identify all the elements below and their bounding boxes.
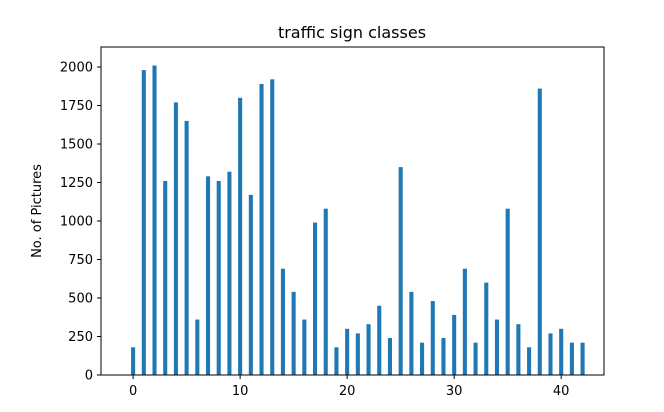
bar-class-23 bbox=[377, 305, 382, 375]
bar-class-18 bbox=[323, 208, 328, 375]
bar-class-38 bbox=[537, 88, 542, 375]
bar-class-1 bbox=[141, 70, 146, 375]
bar-class-2 bbox=[152, 65, 157, 375]
bar-class-3 bbox=[163, 180, 168, 375]
y-tick-label: 750 bbox=[68, 253, 93, 268]
bar-class-20 bbox=[345, 328, 350, 375]
plot-frame bbox=[100, 46, 605, 376]
bar-class-22 bbox=[366, 324, 371, 375]
y-tick-label: 1250 bbox=[60, 176, 93, 191]
y-tick-label: 500 bbox=[68, 292, 93, 307]
y-tick-label: 250 bbox=[68, 330, 93, 345]
x-axis-ticks: 0 10 20 30 40 bbox=[129, 375, 569, 399]
bar-class-28 bbox=[430, 301, 435, 375]
bar-class-9 bbox=[227, 171, 232, 375]
bar-class-37 bbox=[527, 347, 532, 375]
bar-class-29 bbox=[441, 338, 446, 375]
bar-class-36 bbox=[516, 324, 521, 375]
bar-class-34 bbox=[494, 319, 500, 375]
bar-class-15 bbox=[291, 291, 296, 375]
bar-class-33 bbox=[484, 282, 489, 375]
bar-class-13 bbox=[270, 79, 275, 375]
bar-class-42 bbox=[580, 342, 585, 375]
y-axis-label: No. of Pictures bbox=[30, 164, 45, 258]
bar-class-6 bbox=[195, 319, 200, 375]
bar-class-16 bbox=[302, 319, 307, 375]
chart-title: traffic sign classes bbox=[278, 23, 426, 42]
bar-class-14 bbox=[280, 268, 285, 375]
bar-class-24 bbox=[387, 338, 392, 375]
bar-class-35 bbox=[505, 208, 510, 375]
y-tick-label: 2000 bbox=[60, 61, 93, 76]
bar-class-25 bbox=[398, 167, 403, 375]
bar-class-26 bbox=[409, 291, 414, 375]
bar-class-27 bbox=[420, 342, 425, 375]
bars-group bbox=[131, 65, 585, 376]
bar-class-40 bbox=[559, 328, 564, 375]
bar-class-30 bbox=[452, 314, 457, 375]
x-tick-label: 30 bbox=[446, 384, 463, 399]
bar-class-32 bbox=[473, 342, 478, 375]
x-tick-label: 20 bbox=[339, 384, 356, 399]
y-tick-label: 0 bbox=[85, 369, 93, 384]
y-axis-ticks: 0 250 500 750 1000 1250 1500 1750 2000 bbox=[60, 61, 101, 384]
x-tick-label: 10 bbox=[232, 384, 249, 399]
bar-class-5 bbox=[184, 120, 189, 375]
bar-class-11 bbox=[248, 194, 253, 375]
y-tick-label: 1750 bbox=[60, 99, 93, 114]
x-tick-label: 0 bbox=[129, 384, 137, 399]
bar-class-4 bbox=[173, 102, 178, 375]
bar-class-12 bbox=[259, 83, 264, 376]
bar-class-10 bbox=[238, 97, 243, 375]
y-tick-label: 1000 bbox=[60, 215, 93, 230]
bar-class-7 bbox=[205, 176, 211, 375]
bar-class-17 bbox=[313, 222, 318, 375]
bar-class-41 bbox=[569, 342, 574, 375]
y-tick-label: 1500 bbox=[60, 138, 93, 153]
bar-class-19 bbox=[334, 347, 339, 375]
bar-class-39 bbox=[548, 333, 553, 375]
x-tick-label: 40 bbox=[553, 384, 570, 399]
bar-class-8 bbox=[216, 180, 221, 375]
bar-class-0 bbox=[131, 347, 136, 375]
bar-class-21 bbox=[355, 333, 360, 375]
bar-class-31 bbox=[462, 268, 467, 375]
